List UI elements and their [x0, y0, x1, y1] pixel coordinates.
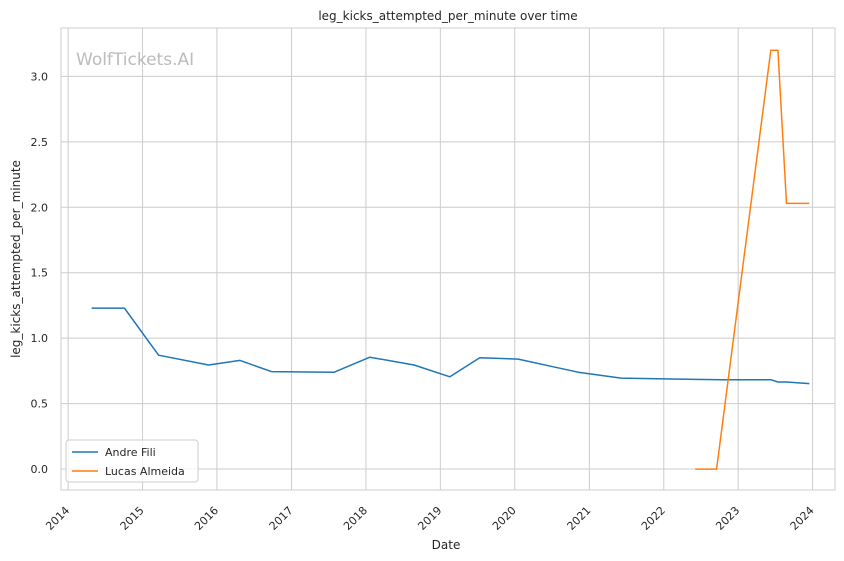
x-tick-label: 2017	[267, 504, 296, 533]
legend-label: Andre Fili	[105, 446, 156, 459]
x-tick-label: 2023	[713, 504, 742, 533]
y-tick-label: 2.5	[31, 136, 49, 149]
legend-box	[65, 439, 199, 483]
x-tick-label: 2014	[43, 504, 72, 533]
x-axis-label: Date	[432, 538, 461, 552]
series-line-0	[91, 307, 810, 385]
legend: Andre Fili Lucas Almeida	[65, 439, 199, 483]
y-tick-label: 2.0	[31, 201, 49, 214]
y-tick-label: 1.0	[31, 332, 49, 345]
chart-title: leg_kicks_attempted_per_minute over time	[318, 9, 577, 23]
x-tick-label: 2021	[564, 504, 593, 533]
x-tick-label: 2019	[415, 504, 444, 533]
y-tick-label: 1.5	[31, 267, 49, 280]
x-tick-labels: 2014 2015 2016 2017 2018 2019 2020 2021 2022 2023…	[43, 504, 816, 533]
x-tick-label: 2015	[118, 504, 147, 533]
plot-frame	[60, 27, 836, 491]
series-line-1	[695, 49, 810, 470]
watermark: WolfTickets.AI	[76, 50, 194, 70]
y-tick-label: 3.0	[31, 70, 49, 83]
y-axis-label: leg_kicks_attempted_per_minute	[9, 160, 23, 358]
legend-label: Lucas Almeida	[105, 465, 185, 478]
x-tick-label: 2016	[192, 504, 221, 533]
x-tick-label: 2024	[788, 504, 817, 533]
x-tick-label: 2022	[639, 504, 668, 533]
y-tick-labels: 0.0 0.5 1.0 1.5 2.0 2.5 3.0	[31, 70, 49, 476]
series-layer	[91, 49, 810, 470]
x-tick-label: 2018	[341, 504, 370, 533]
y-tick-label: 0.0	[31, 463, 49, 476]
y-tick-label: 0.5	[31, 398, 49, 411]
x-tick-label: 2020	[490, 504, 519, 533]
grid	[61, 28, 835, 490]
